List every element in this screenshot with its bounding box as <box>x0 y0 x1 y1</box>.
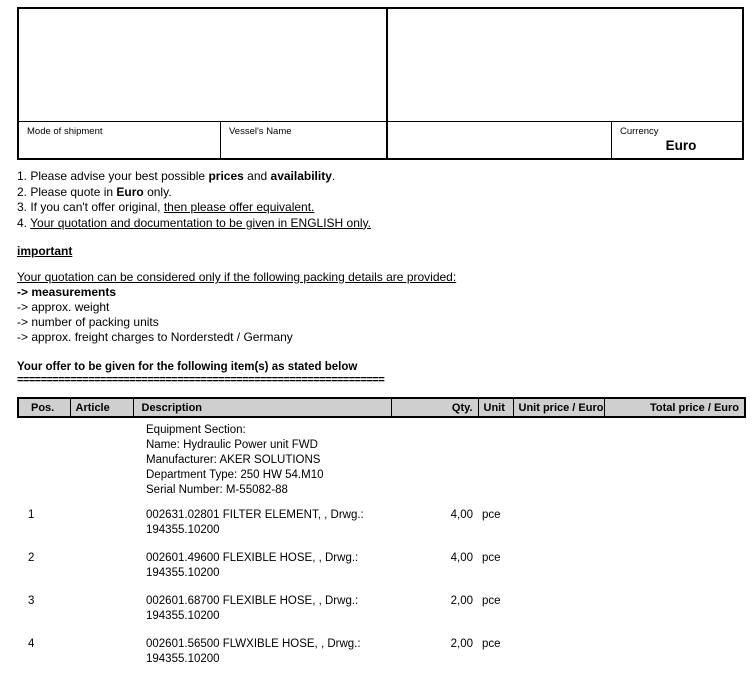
currency-label: Currency <box>620 126 659 137</box>
items-table: Pos. Article Description Qty. Unit Unit … <box>17 397 746 680</box>
important-heading: important <box>17 244 73 258</box>
description-line1: 002601.68700 FLEXIBLE HOSE, , Drwg.: <box>146 595 359 607</box>
shipment-header-label-row: Mode of shipment Vessel's Name Currency … <box>19 121 742 158</box>
article-cell <box>70 551 133 594</box>
description-cell: 002601.56500 FLWXIBLE HOSE, , Drwg.: 194… <box>133 637 391 680</box>
column-header-total-price: Total price / Euro <box>603 397 746 418</box>
description-line2: 194355.10200 <box>146 567 220 579</box>
unit-price-cell <box>513 594 604 637</box>
mode-of-shipment-cell: Mode of shipment <box>19 122 221 158</box>
packing-detail-measurements: -> measurements <box>17 285 117 299</box>
shipment-header-main-row <box>19 9 742 121</box>
column-header-pos: Pos. <box>17 397 71 418</box>
currency-cell: Currency Euro <box>612 122 742 158</box>
description-cell: 002601.68700 FLEXIBLE HOSE, , Drwg.: 194… <box>133 594 391 637</box>
equipment-name: Name: Hydraulic Power unit FWD <box>146 439 318 451</box>
empty-header-cell <box>388 122 612 158</box>
column-header-unit-price: Unit price / Euro <box>512 397 605 418</box>
column-header-unit: Unit <box>477 397 514 418</box>
unit-price-cell <box>513 551 604 594</box>
packing-detail-weight: -> approx. weight <box>17 300 110 314</box>
total-price-cell <box>604 637 745 680</box>
total-price-cell <box>604 594 745 637</box>
column-header-qty: Qty. <box>390 397 479 418</box>
unit-cell: pce <box>482 595 501 607</box>
qty-cell: 2,00 <box>450 595 473 607</box>
shipment-header-table: Mode of shipment Vessel's Name Currency … <box>17 7 744 160</box>
item-row-3: 3 002601.68700 FLEXIBLE HOSE, , Drwg.: 1… <box>18 594 745 637</box>
items-table-header: Pos. Article Description Qty. Unit Unit … <box>17 397 746 418</box>
mode-of-shipment-label: Mode of shipment <box>27 126 103 137</box>
column-header-description: Description <box>132 397 392 418</box>
unit-price-cell <box>513 508 604 551</box>
equipment-manufacturer: Manufacturer: AKER SOLUTIONS <box>146 454 321 466</box>
description-cell: 002631.02801 FILTER ELEMENT, , Drwg.: 19… <box>133 508 391 551</box>
total-price-cell <box>604 551 745 594</box>
pos-cell <box>18 417 70 508</box>
item-row-4: 4 002601.56500 FLWXIBLE HOSE, , Drwg.: 1… <box>18 637 745 680</box>
article-cell <box>70 417 133 508</box>
equipment-serial-number: Serial Number: M-55082-88 <box>146 484 288 496</box>
column-header-article: Article <box>69 397 134 418</box>
description-line1: 002601.56500 FLWXIBLE HOSE, , Drwg.: <box>146 638 361 650</box>
instruction-4: 4. Your quotation and documentation to b… <box>17 215 372 230</box>
article-cell <box>70 637 133 680</box>
qty-cell <box>391 417 478 508</box>
equipment-section-title: Equipment Section: <box>146 424 246 436</box>
description-cell: 002601.49600 FLEXIBLE HOSE, , Drwg.: 194… <box>133 551 391 594</box>
description-line2: 194355.10200 <box>146 524 220 536</box>
qty-cell: 4,00 <box>450 552 473 564</box>
article-cell <box>70 594 133 637</box>
total-price-cell <box>604 417 745 508</box>
description-line2: 194355.10200 <box>146 610 220 622</box>
qty-cell: 4,00 <box>450 509 473 521</box>
instruction-3: 3. If you can't offer original, then ple… <box>17 200 315 214</box>
description-line1: 002601.49600 FLEXIBLE HOSE, , Drwg.: <box>146 552 359 564</box>
pos-cell: 2 <box>28 552 35 564</box>
pos-cell: 1 <box>28 509 35 521</box>
instruction-1: 1. Please advise your best possible pric… <box>17 169 336 183</box>
article-cell <box>70 508 133 551</box>
unit-price-cell <box>513 637 604 680</box>
qty-cell: 2,00 <box>450 638 473 650</box>
vessels-name-label: Vessel's Name <box>229 126 292 137</box>
item-row-1: 1 002631.02801 FILTER ELEMENT, , Drwg.: … <box>18 508 745 551</box>
packing-detail-freight: -> approx. freight charges to Nordersted… <box>17 330 293 344</box>
offer-separator: ========================================… <box>17 375 385 386</box>
description-line2: 194355.10200 <box>146 653 220 665</box>
unit-cell: pce <box>482 509 501 521</box>
unit-price-cell <box>513 417 604 508</box>
pos-cell: 4 <box>28 638 35 650</box>
pos-cell: 3 <box>28 595 35 607</box>
unit-cell: pce <box>482 638 501 650</box>
equipment-department-type: Department Type: 250 HW 54.M10 <box>146 469 324 481</box>
instructions-list: 1. Please advise your best possible pric… <box>17 169 744 231</box>
offer-heading: Your offer to be given for the following… <box>17 361 358 373</box>
item-row-2: 2 002601.49600 FLEXIBLE HOSE, , Drwg.: 1… <box>18 551 745 594</box>
header-box-left-empty <box>19 9 388 121</box>
total-price-cell <box>604 508 745 551</box>
equipment-section-row: Equipment Section: Name: Hydraulic Power… <box>18 417 745 508</box>
vessels-name-cell: Vessel's Name <box>221 122 388 158</box>
unit-cell: pce <box>482 552 501 564</box>
unit-cell <box>478 417 513 508</box>
equipment-section-block: Equipment Section: Name: Hydraulic Power… <box>133 417 391 508</box>
description-line1: 002631.02801 FILTER ELEMENT, , Drwg.: <box>146 509 364 521</box>
currency-value: Euro <box>665 138 697 153</box>
header-box-right-empty <box>388 9 742 121</box>
packing-details-list: -> measurements -> approx. weight -> num… <box>17 285 744 345</box>
instruction-2: 2. Please quote in Euro only. <box>17 184 172 199</box>
packing-detail-units: -> number of packing units <box>17 315 159 329</box>
packing-condition-line: Your quotation can be considered only if… <box>17 270 457 284</box>
